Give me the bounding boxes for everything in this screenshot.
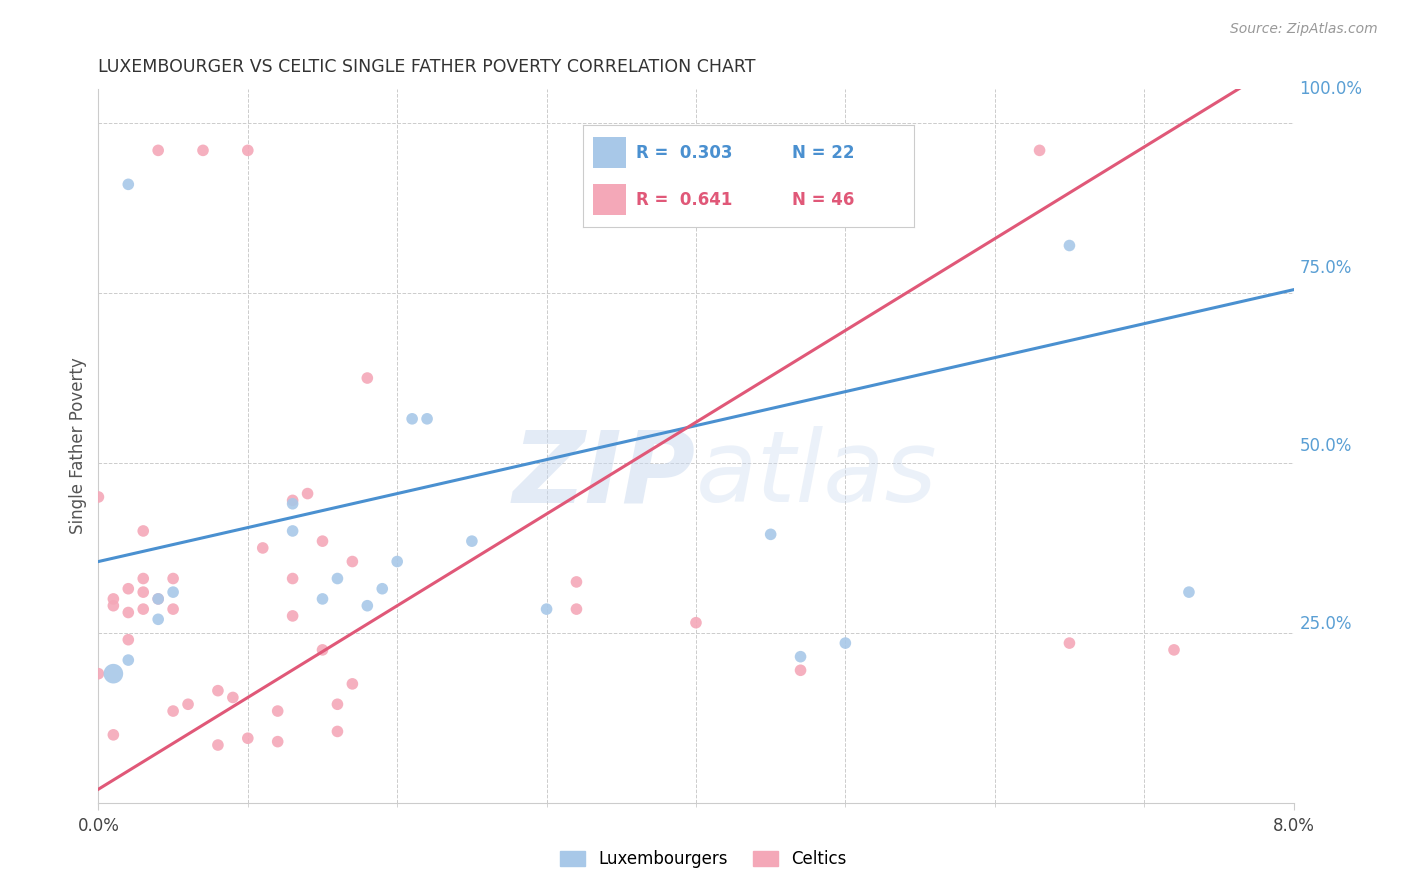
Point <box>311 643 333 657</box>
Point <box>207 683 229 698</box>
Point <box>565 574 588 589</box>
Point <box>236 144 259 158</box>
Text: N = 46: N = 46 <box>792 191 853 209</box>
Point <box>297 486 319 500</box>
Point <box>401 412 423 426</box>
Point <box>371 582 394 596</box>
Point <box>162 704 184 718</box>
Bar <box>593 137 627 168</box>
Text: R =  0.641: R = 0.641 <box>637 191 733 209</box>
Text: 50.0%: 50.0% <box>1299 437 1353 455</box>
Point <box>461 534 484 549</box>
Point <box>1059 238 1081 252</box>
Point <box>117 582 139 596</box>
Point <box>789 663 811 677</box>
Text: atlas: atlas <box>696 426 938 523</box>
Point <box>759 144 782 158</box>
Point <box>103 728 125 742</box>
Point <box>117 178 139 192</box>
Text: 75.0%: 75.0% <box>1299 259 1353 277</box>
Legend: Luxembourgers, Celtics: Luxembourgers, Celtics <box>553 844 853 875</box>
Point <box>162 602 184 616</box>
Point <box>103 666 125 681</box>
Point <box>1178 585 1201 599</box>
Point <box>103 599 125 613</box>
Point <box>117 606 139 620</box>
Point <box>117 632 139 647</box>
Point <box>326 724 349 739</box>
Point <box>356 371 378 385</box>
Point <box>103 591 125 606</box>
Point <box>311 534 333 549</box>
Point <box>132 572 155 586</box>
Point <box>342 555 364 569</box>
Point <box>281 493 304 508</box>
Point <box>87 666 110 681</box>
Point <box>191 144 214 158</box>
Y-axis label: Single Father Poverty: Single Father Poverty <box>69 358 87 534</box>
Point <box>207 738 229 752</box>
Point <box>565 602 588 616</box>
Text: Source: ZipAtlas.com: Source: ZipAtlas.com <box>1230 22 1378 37</box>
Point <box>148 612 170 626</box>
Point <box>326 572 349 586</box>
Point <box>281 572 304 586</box>
Point <box>267 734 290 748</box>
Point <box>356 599 378 613</box>
Point <box>117 653 139 667</box>
Point <box>385 555 409 569</box>
Point <box>132 585 155 599</box>
Text: 25.0%: 25.0% <box>1299 615 1353 633</box>
Point <box>759 527 782 541</box>
Point <box>252 541 274 555</box>
Point <box>536 602 558 616</box>
Point <box>222 690 245 705</box>
Point <box>281 608 304 623</box>
Bar <box>593 185 627 215</box>
Point <box>1163 643 1185 657</box>
Point <box>834 636 856 650</box>
Point <box>177 698 200 712</box>
Point <box>162 572 184 586</box>
Point <box>311 591 333 606</box>
Point <box>148 591 170 606</box>
Point <box>236 731 259 746</box>
Point <box>148 144 170 158</box>
Point <box>1059 636 1081 650</box>
Text: R =  0.303: R = 0.303 <box>637 144 733 161</box>
Point <box>148 591 170 606</box>
Point <box>342 677 364 691</box>
Point <box>789 649 811 664</box>
Point <box>87 490 110 504</box>
Point <box>267 704 290 718</box>
Point <box>132 602 155 616</box>
Point <box>685 615 707 630</box>
Point <box>326 698 349 712</box>
Point <box>1028 144 1050 158</box>
Text: 100.0%: 100.0% <box>1299 80 1362 98</box>
Point <box>281 524 304 538</box>
Point <box>162 585 184 599</box>
Text: ZIP: ZIP <box>513 426 696 523</box>
Point <box>281 497 304 511</box>
Text: LUXEMBOURGER VS CELTIC SINGLE FATHER POVERTY CORRELATION CHART: LUXEMBOURGER VS CELTIC SINGLE FATHER POV… <box>98 58 756 76</box>
Point <box>416 412 439 426</box>
Text: N = 22: N = 22 <box>792 144 855 161</box>
Point <box>132 524 155 538</box>
